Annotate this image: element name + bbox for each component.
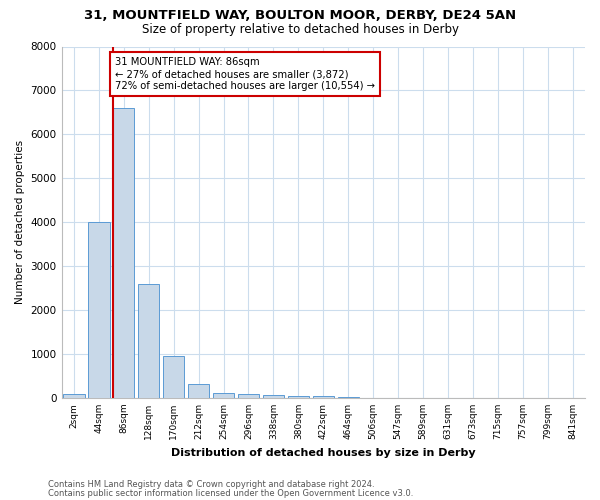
X-axis label: Distribution of detached houses by size in Derby: Distribution of detached houses by size … bbox=[171, 448, 476, 458]
Bar bbox=[163, 356, 184, 398]
Bar bbox=[138, 284, 160, 398]
Text: Contains HM Land Registry data © Crown copyright and database right 2024.: Contains HM Land Registry data © Crown c… bbox=[48, 480, 374, 489]
Bar bbox=[238, 394, 259, 398]
Bar bbox=[188, 384, 209, 398]
Bar bbox=[263, 396, 284, 398]
Bar bbox=[113, 108, 134, 398]
Text: 31, MOUNTFIELD WAY, BOULTON MOOR, DERBY, DE24 5AN: 31, MOUNTFIELD WAY, BOULTON MOOR, DERBY,… bbox=[84, 9, 516, 22]
Text: 31 MOUNTFIELD WAY: 86sqm
← 27% of detached houses are smaller (3,872)
72% of sem: 31 MOUNTFIELD WAY: 86sqm ← 27% of detach… bbox=[115, 58, 375, 90]
Y-axis label: Number of detached properties: Number of detached properties bbox=[15, 140, 25, 304]
Bar bbox=[313, 396, 334, 398]
Bar bbox=[64, 394, 85, 398]
Text: Contains public sector information licensed under the Open Government Licence v3: Contains public sector information licen… bbox=[48, 489, 413, 498]
Bar bbox=[288, 396, 309, 398]
Text: Size of property relative to detached houses in Derby: Size of property relative to detached ho… bbox=[142, 22, 458, 36]
Bar bbox=[88, 222, 110, 398]
Bar bbox=[213, 392, 234, 398]
